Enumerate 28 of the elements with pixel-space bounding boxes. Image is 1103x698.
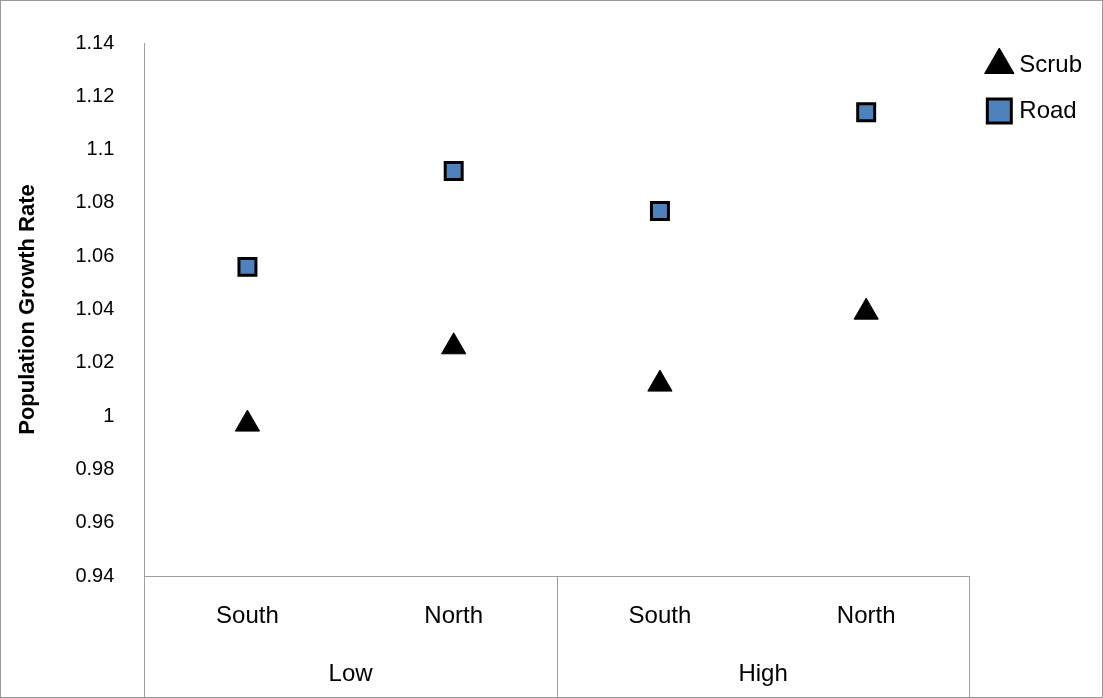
point <box>856 102 877 123</box>
y-tick-label: 0.94 <box>75 563 115 586</box>
y-tick-label: 1.04 <box>75 297 115 320</box>
text: High <box>738 658 788 686</box>
y-tick-label: 1 <box>103 403 115 426</box>
point <box>649 200 670 221</box>
point <box>647 369 673 392</box>
y-tick-label: 1.08 <box>75 190 115 213</box>
y-tick-label: 1.1 <box>86 137 115 160</box>
y-tick-label: 1.06 <box>75 243 115 266</box>
point <box>234 409 261 432</box>
x-tick-label: South <box>216 601 279 629</box>
y-tick-label: 1.14 <box>75 30 115 53</box>
point <box>853 297 879 320</box>
y-axis-title: Population Growth Rate <box>14 184 40 435</box>
point <box>443 160 464 181</box>
point <box>441 332 467 355</box>
x-tick-label: North <box>836 601 896 629</box>
x-tick-label: South <box>628 601 692 629</box>
point <box>237 256 258 277</box>
legend-label: Road <box>1019 95 1077 123</box>
y-tick-label: 0.96 <box>75 510 115 533</box>
x-tick-label: North <box>424 601 484 629</box>
y-tick-label: 0.98 <box>75 456 115 479</box>
y-tick-label: 1.02 <box>75 350 115 373</box>
y-tick-label: 1.12 <box>75 83 115 106</box>
legend-label: Scrub <box>1019 49 1083 77</box>
text: Low <box>328 658 374 686</box>
